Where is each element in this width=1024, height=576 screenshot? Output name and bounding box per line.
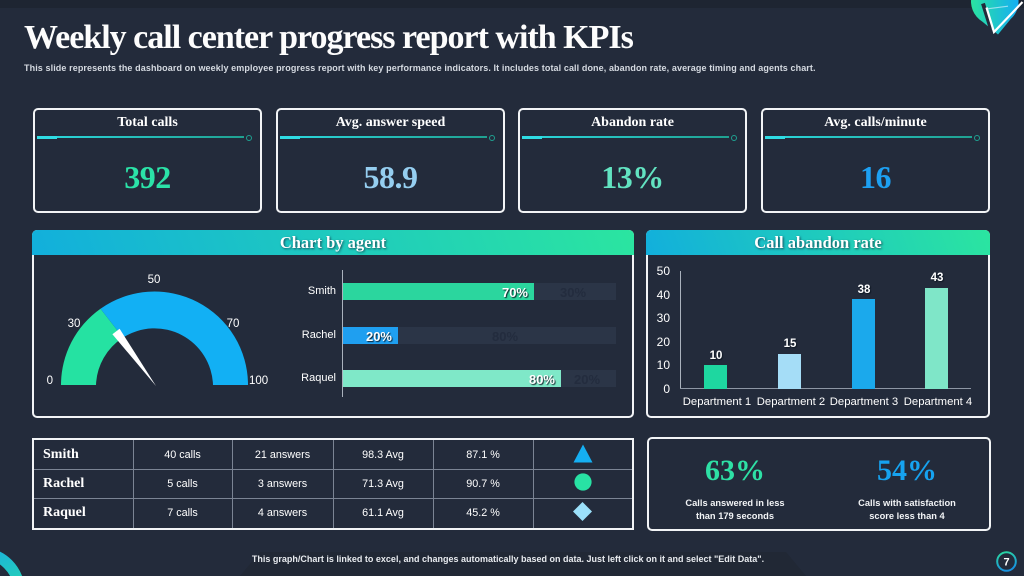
svg-text:7: 7 [1003, 557, 1009, 569]
